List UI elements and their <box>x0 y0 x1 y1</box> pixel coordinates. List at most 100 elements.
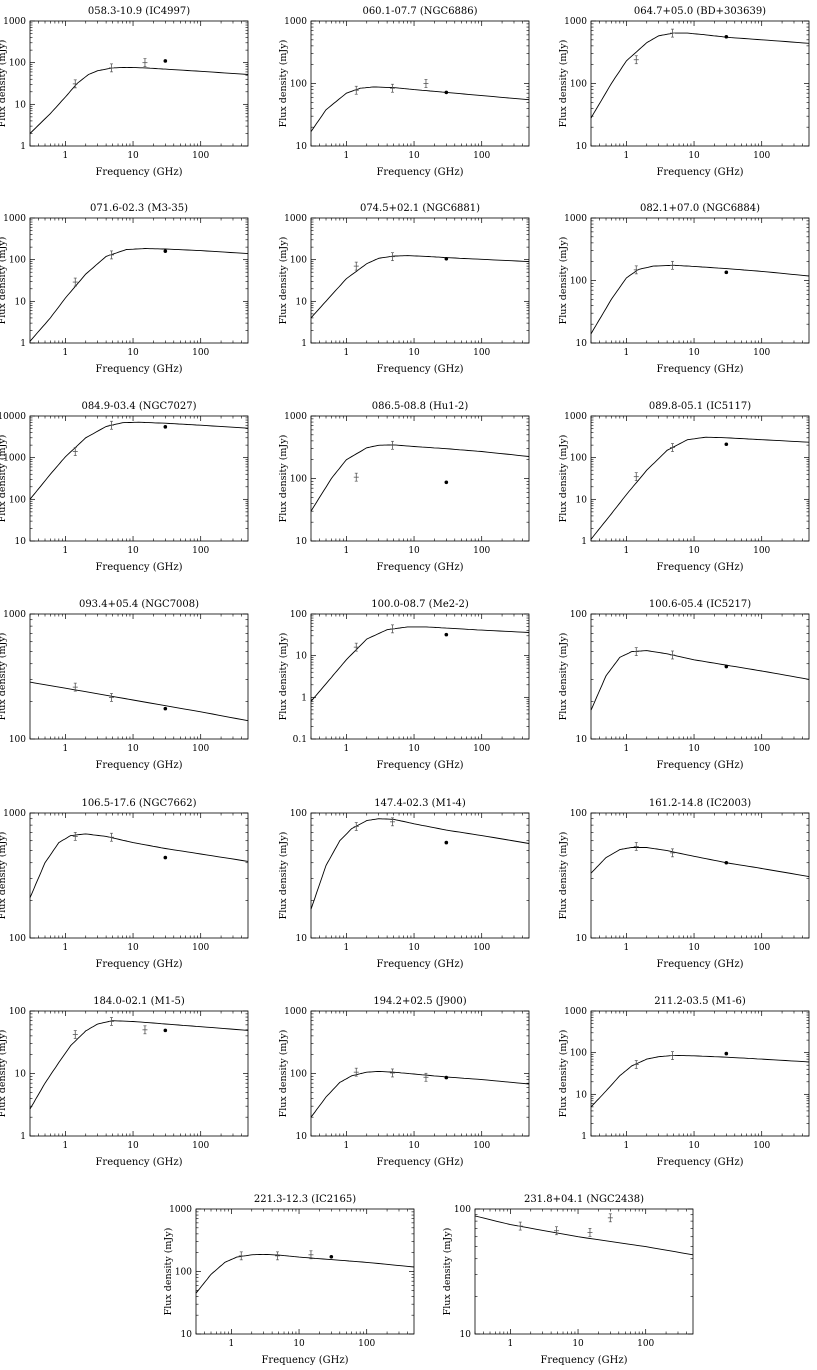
y-axis-label: Flux density (mJy) <box>278 633 289 721</box>
chart-panel: 1 10 100 10 100 161.2-14.8 (IC2003) Frequency … <box>558 798 810 970</box>
data-point-errorbar <box>517 1221 523 1231</box>
plot-frame <box>310 1010 530 1137</box>
x-tick-label: 1 <box>63 1141 69 1151</box>
y-tick-label: 1 <box>20 339 26 349</box>
plot-frame <box>310 415 530 542</box>
x-tick-label: 100 <box>753 744 770 754</box>
y-tick-label: 1000 <box>3 454 26 464</box>
chart-panel: 1 10 100 100 1000 106.5-17.6 (NGC7662) Frequen… <box>0 798 249 970</box>
chart-panel: 1 10 100 100 1000 093.4+05.4 (NGC7008) Frequen… <box>0 599 249 771</box>
y-axis-label: Flux density (mJy) <box>0 40 8 128</box>
chart-title: 161.2-14.8 (IC2003) <box>649 798 751 809</box>
data-point-errorbar <box>389 440 395 450</box>
y-tick-label: 100 <box>570 809 587 819</box>
x-axis-label: Frequency (GHz) <box>656 959 743 970</box>
data-point-errorbar <box>108 832 114 842</box>
x-tick-label: 100 <box>753 546 770 556</box>
data-point-dot <box>444 632 449 637</box>
model-curve <box>29 248 249 342</box>
y-tick-label: 1 <box>20 1132 26 1142</box>
y-tick-label: 100 <box>9 1007 26 1017</box>
data-point-errorbar <box>633 647 639 656</box>
x-axis-label: Frequency (GHz) <box>656 1157 743 1168</box>
y-tick-label: 100 <box>9 59 26 69</box>
data-point-dot <box>163 1028 168 1033</box>
data-point-errorbar <box>108 693 114 702</box>
x-tick-label: 1 <box>63 744 69 754</box>
y-tick-label: 100 <box>175 1268 192 1278</box>
x-tick-label: 1 <box>624 943 630 953</box>
y-tick-label: 1000 <box>564 214 587 224</box>
plot-frame <box>590 217 810 344</box>
y-tick-label: 100 <box>9 735 26 745</box>
data-point-errorbar <box>389 624 395 634</box>
y-tick-label: 10 <box>296 1132 308 1142</box>
model-curve <box>310 1070 530 1118</box>
y-axis-label: Flux density (mJy) <box>0 1030 8 1118</box>
plot-frame <box>474 1208 694 1335</box>
y-tick-label: 1000 <box>284 214 307 224</box>
y-tick-label: 10 <box>576 495 588 505</box>
data-point-errorbar <box>72 277 78 287</box>
data-point-dot <box>163 59 168 63</box>
x-tick-label: 1 <box>63 151 69 161</box>
x-tick-label: 1 <box>63 348 69 358</box>
data-point-errorbar <box>389 252 395 262</box>
y-axis-label: Flux density (mJy) <box>558 633 569 721</box>
y-tick-label: 100 <box>290 1070 307 1080</box>
x-axis-label: Frequency (GHz) <box>376 959 463 970</box>
y-tick-label: 10 <box>576 735 588 745</box>
y-tick-label: 10000 <box>0 412 26 422</box>
data-point-errorbar <box>142 58 148 68</box>
y-tick-label: 1000 <box>3 809 26 819</box>
plot-frame <box>195 1208 415 1335</box>
x-tick-label: 10 <box>688 1141 700 1151</box>
x-axis-label: Frequency (GHz) <box>376 364 463 375</box>
data-point-dot <box>329 1254 334 1259</box>
data-point-dot <box>724 270 729 275</box>
chart-title: 231.8+04.1 (NGC2438) <box>524 1194 644 1205</box>
data-point-dot <box>724 34 729 39</box>
data-point-errorbar <box>72 447 78 456</box>
x-tick-label: 1 <box>624 151 630 161</box>
y-tick-label: 100 <box>570 277 587 287</box>
plot-frame <box>590 812 810 939</box>
x-tick-label: 10 <box>127 151 139 161</box>
data-point-dot <box>163 855 168 860</box>
chart-title: 093.4+05.4 (NGC7008) <box>79 599 199 610</box>
data-point-errorbar <box>274 1251 280 1261</box>
y-tick-label: 10 <box>296 934 308 944</box>
chart-title: 086.5-08.8 (Hu1-2) <box>372 401 469 412</box>
chart-panel: 1 10 100 10 100 1000 10000 084.9-03.4 (NGC7027)… <box>0 401 249 573</box>
y-axis-label: Flux density (mJy) <box>558 40 569 128</box>
chart-panel: 1 10 100 1 10 100 1000 074.5+02.1 (NGC6881) Freq… <box>278 203 530 375</box>
chart-title: 058.3-10.9 (IC4997) <box>88 6 190 17</box>
data-point-errorbar <box>669 848 675 858</box>
data-point-errorbar <box>108 1017 114 1026</box>
data-point-errorbar <box>587 1228 593 1237</box>
model-curve <box>310 255 530 319</box>
x-tick-label: 10 <box>408 943 420 953</box>
x-tick-label: 1 <box>344 546 350 556</box>
y-tick-label: 1000 <box>284 17 307 27</box>
data-point-errorbar <box>353 472 359 482</box>
y-tick-label: 10 <box>296 652 308 662</box>
y-tick-label: 1000 <box>284 412 307 422</box>
x-tick-label: 10 <box>688 151 700 161</box>
plot-frame <box>590 20 810 147</box>
x-tick-label: 10 <box>688 348 700 358</box>
y-tick-label: 10 <box>296 142 308 152</box>
chart-title: 064.7+05.0 (BD+303639) <box>634 6 766 17</box>
x-tick-label: 100 <box>753 943 770 953</box>
x-tick-label: 1 <box>344 151 350 161</box>
y-tick-label: 10 <box>296 297 308 307</box>
x-tick-label: 100 <box>192 546 209 556</box>
model-curve <box>590 847 810 878</box>
y-tick-label: 10 <box>15 100 27 110</box>
x-tick-label: 1 <box>63 546 69 556</box>
x-tick-label: 10 <box>408 1141 420 1151</box>
data-point-errorbar <box>633 55 639 65</box>
x-tick-label: 10 <box>293 1339 305 1349</box>
y-tick-label: 1 <box>301 339 307 349</box>
data-point-errorbar <box>353 822 359 831</box>
